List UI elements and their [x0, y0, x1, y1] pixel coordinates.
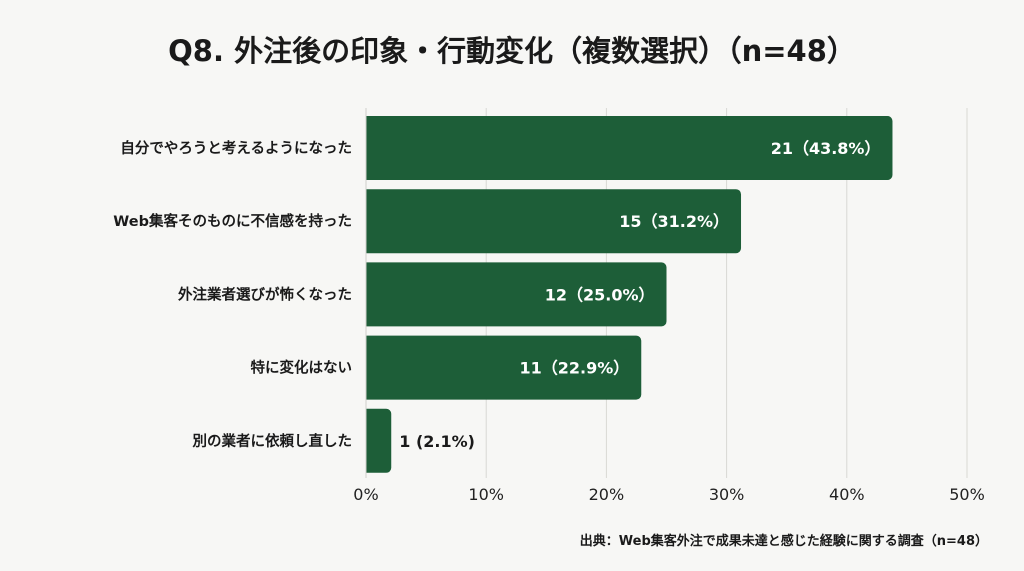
data-label: 15（31.2%）	[619, 212, 729, 231]
data-label: 21（43.8%）	[771, 139, 881, 158]
data-label: 1 (2.1%)	[399, 432, 475, 451]
x-tick-label: 20%	[589, 485, 625, 504]
source-note: 出典：Web集客外注で成果未達と感じた経験に関する調査（n=48）	[579, 534, 988, 549]
category-label: 外注業者選びが怖くなった	[178, 285, 352, 303]
x-tick-label: 40%	[829, 485, 865, 504]
bar	[366, 116, 893, 180]
chart-title: Q8. 外注後の印象・行動変化（複数選択）（n=48）	[168, 34, 856, 68]
data-label: 12（25.0%）	[545, 285, 655, 304]
bar	[366, 189, 742, 254]
x-tick-label: 30%	[709, 485, 745, 504]
category-label: Web集客そのものに不信感を持った	[113, 212, 352, 230]
bar	[366, 262, 667, 327]
category-label: 特に変化はない	[251, 359, 353, 377]
x-tick-label: 0%	[353, 485, 378, 504]
data-label: 11（22.9%）	[519, 359, 629, 378]
category-label: 自分でやろうと考えるようになった	[120, 139, 352, 157]
bar	[366, 408, 392, 473]
category-label: 別の業者に依頼し直した	[192, 432, 353, 450]
x-tick-label: 50%	[949, 485, 985, 504]
x-tick-label: 10%	[468, 485, 504, 504]
bar	[366, 335, 642, 400]
